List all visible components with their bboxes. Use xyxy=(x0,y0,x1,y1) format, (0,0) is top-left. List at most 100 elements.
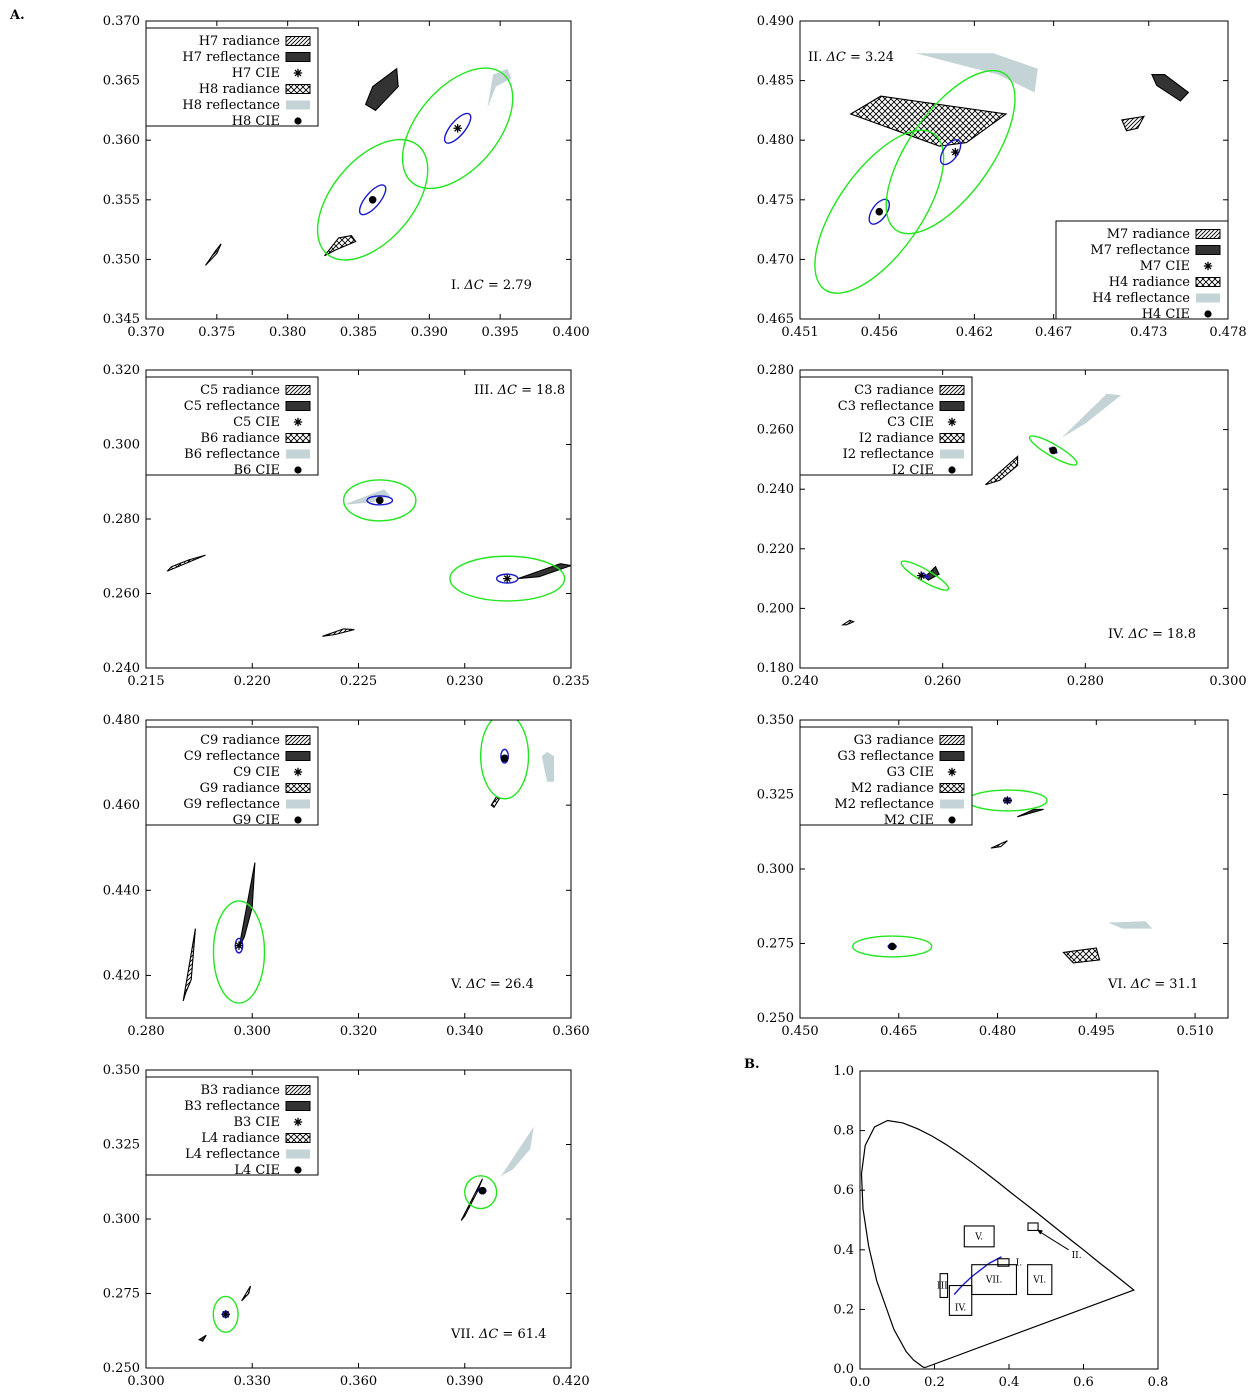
delta-c-annotation: I. ΔC = 2.79 xyxy=(451,278,532,293)
plot-area xyxy=(840,393,1121,626)
legend-label: M7 CIE xyxy=(1140,259,1190,274)
legend-swatch-reflectance_b xyxy=(940,799,964,809)
cie-dot-marker xyxy=(500,754,509,763)
shape-reflectance_a xyxy=(197,1334,207,1342)
cie-star-marker xyxy=(503,574,512,583)
annotation-value: = 61.4 xyxy=(498,1327,546,1342)
legend-label: B3 reflectance xyxy=(184,1099,280,1114)
legend-label: G3 CIE xyxy=(887,765,934,780)
blue-ellipse xyxy=(868,198,891,225)
x-tick-label: 0.280 xyxy=(1067,674,1104,689)
legend-label: C3 radiance xyxy=(854,383,934,398)
shape-reflectance_a xyxy=(1017,808,1044,818)
shape-reflectance_b xyxy=(1108,921,1153,929)
annotation-prefix: I. xyxy=(451,278,464,293)
x-tick-label: 0.390 xyxy=(411,325,448,340)
legend-swatch-reflectance_b xyxy=(286,1149,310,1159)
annotation-delta: ΔC xyxy=(1130,977,1150,992)
x-tick-label: 0.240 xyxy=(781,674,818,689)
x-tick-label: 0.330 xyxy=(234,1374,271,1389)
annotation-value: = 18.8 xyxy=(1148,627,1196,642)
panel-II: 0.451 0.456 0.462 0.467 0.473 0.478 0.465 0.470… xyxy=(757,14,1247,340)
x-tick-label: 0.478 xyxy=(1209,325,1246,340)
y-tick-label: 0.280 xyxy=(103,512,140,527)
delta-c-annotation: V. ΔC = 26.4 xyxy=(450,977,534,992)
legend-star-icon xyxy=(293,417,303,427)
y-tick-label: 0.275 xyxy=(103,1287,140,1302)
arrow-line xyxy=(1040,1232,1069,1251)
cie-star-marker xyxy=(951,147,960,157)
annotation-delta: ΔC xyxy=(463,278,483,293)
annotation-prefix: IV. xyxy=(1108,627,1129,642)
blue-ellipse xyxy=(366,495,394,506)
x-tick-label: 0.220 xyxy=(234,674,271,689)
arrow-head xyxy=(1036,1229,1043,1235)
shape-radiance_b xyxy=(985,455,1019,486)
plot-area xyxy=(814,53,1190,294)
x-tick-label: 0.467 xyxy=(1035,325,1072,340)
y-tick-label: 0.250 xyxy=(103,1361,140,1376)
y-tick-label: 0.260 xyxy=(757,423,794,438)
legend-star-icon xyxy=(293,767,303,777)
legend-label: B6 radiance xyxy=(201,431,281,446)
y-tick-label: 0.370 xyxy=(103,14,140,29)
legend-label: C9 CIE xyxy=(233,765,280,780)
region-box xyxy=(939,1273,949,1299)
legend-swatch-reflectance_b xyxy=(286,100,310,110)
plot-area xyxy=(166,479,571,637)
plot-frame xyxy=(859,1070,1159,1370)
cie-dot-marker xyxy=(875,207,884,216)
region-label: V. xyxy=(974,1232,983,1242)
region-label: I. xyxy=(1016,1258,1023,1268)
legend-label: H7 CIE xyxy=(232,66,280,81)
x-tick-label: 0.340 xyxy=(446,1024,483,1039)
legend-swatch-reflectance_a xyxy=(285,1101,311,1111)
x-tick-label: 0.473 xyxy=(1130,325,1167,340)
delta-c-annotation: IV. ΔC = 18.8 xyxy=(1108,627,1196,642)
annotation-delta: ΔC xyxy=(1128,627,1148,642)
green-ellipse xyxy=(464,1175,498,1210)
legend-label: C9 reflectance xyxy=(184,749,281,764)
legend-label: L4 reflectance xyxy=(185,1147,280,1162)
y-tick-label: 0.260 xyxy=(103,587,140,602)
legend-label: M2 radiance xyxy=(851,781,935,796)
y-tick-label: 0.325 xyxy=(103,1138,140,1153)
legend-star-icon xyxy=(293,68,303,78)
legend-star-icon xyxy=(947,767,957,777)
panel-label-b: B. xyxy=(744,1057,760,1072)
shape-reflectance_a xyxy=(364,67,399,112)
region-box xyxy=(948,1285,973,1316)
blue-ellipse xyxy=(443,112,472,144)
legend-label: G3 reflectance xyxy=(837,749,934,764)
legend-label: H7 reflectance xyxy=(182,50,280,65)
blue-ellipse xyxy=(495,573,519,584)
panel-V: 0.280 0.300 0.320 0.340 0.360 0.420 0.440 0.460… xyxy=(103,713,590,1039)
y-tick-label: 0.240 xyxy=(103,661,140,676)
legend-label: C3 CIE xyxy=(887,415,934,430)
y-tick-label: 0.6 xyxy=(833,1183,854,1198)
y-tick-label: 0.350 xyxy=(757,713,794,728)
region-box xyxy=(971,1264,1018,1296)
x-tick-label: 0.360 xyxy=(552,1024,589,1039)
y-tick-label: 0.300 xyxy=(103,1212,140,1227)
shape-radiance_b xyxy=(849,95,1008,147)
blue-ellipse xyxy=(939,139,962,166)
y-tick-label: 0.480 xyxy=(103,713,140,728)
plot-area xyxy=(205,67,514,266)
legend-label: L4 CIE xyxy=(234,1163,280,1178)
annotation-delta: ΔC xyxy=(497,383,517,398)
legend-label: H8 CIE xyxy=(232,114,280,129)
green-ellipse xyxy=(851,935,933,958)
legend-label: H4 reflectance xyxy=(1092,291,1190,306)
annotation-prefix: III. xyxy=(474,383,498,398)
shape-radiance_a xyxy=(840,619,855,626)
shape-reflectance_b xyxy=(541,751,554,782)
x-tick-label: 0.6 xyxy=(1073,1375,1094,1390)
legend-star-icon xyxy=(1203,261,1213,271)
green-ellipse xyxy=(449,555,566,602)
legend-swatch-radiance_b xyxy=(285,783,311,793)
legend-label: M2 reflectance xyxy=(834,797,934,812)
legend-swatch-reflectance_a xyxy=(285,751,311,761)
x-tick-label: 0.4 xyxy=(999,1375,1020,1390)
